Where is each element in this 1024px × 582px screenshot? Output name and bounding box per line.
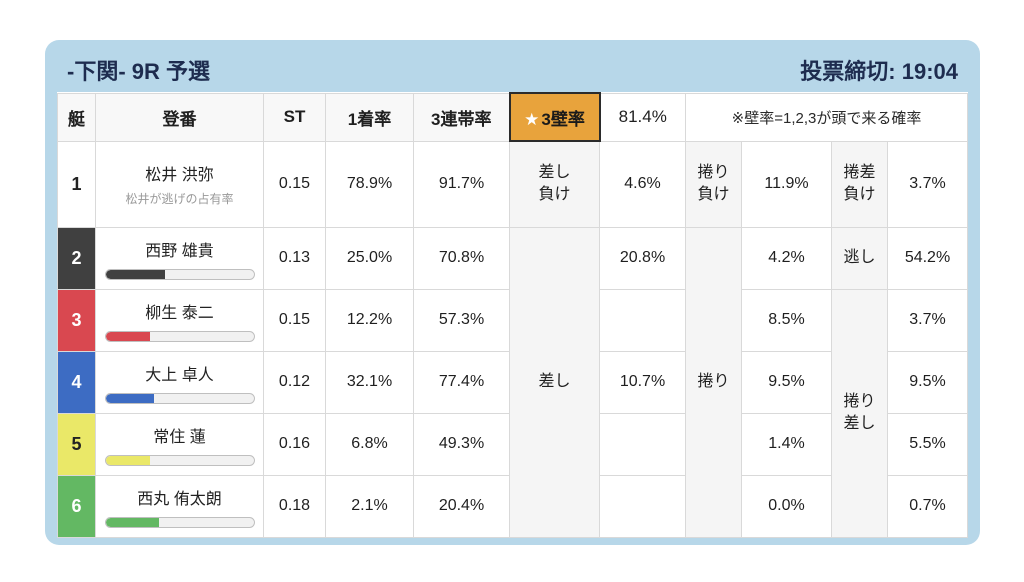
kimarite-value-cell: [599, 288, 686, 352]
st-cell: 0.13: [263, 226, 326, 290]
col-header-st: ST: [263, 92, 326, 142]
title-bar: -下関- 9R 予選 投票締切: 19:04: [57, 48, 968, 92]
kimarite-value-cell: 0.0%: [741, 474, 832, 538]
boat-number: 5: [57, 412, 96, 476]
st-cell: 0.15: [263, 288, 326, 352]
kimarite-label-cell: 捲差 負け: [831, 140, 888, 228]
top3-rate-cell: 20.4%: [413, 474, 510, 538]
st-cell: 0.16: [263, 412, 326, 476]
kimarite-value-cell: 3.7%: [886, 288, 969, 352]
wall-rate-header[interactable]: ★ 3壁率: [508, 92, 601, 142]
kimarite-value-cell: [599, 474, 686, 538]
racer-row: 3 柳生 泰二 0.15 12.2% 57.3% 8.5% 捲り 差し 3.7%: [57, 288, 969, 538]
racer-name: 大上 卓人: [145, 366, 214, 384]
kimarite-value-cell: 4.2%: [741, 226, 832, 290]
racer-row: 2 西野 雄貴 0.13 25.0% 70.8% 差し 20.8% 捲り 4.2…: [57, 226, 969, 538]
occupancy-bar-fill: [105, 269, 165, 279]
kimarite-label-cell: 捲り 負け: [685, 140, 742, 228]
occupancy-bar: [104, 268, 255, 280]
racer-name: 西丸 侑太朗: [137, 490, 222, 508]
top3-rate-cell: 77.4%: [413, 350, 510, 414]
kimarite-value-cell: 10.7%: [599, 350, 686, 414]
win-rate-cell: 2.1%: [325, 474, 414, 538]
kimarite-value-cell: 8.5%: [741, 288, 832, 352]
win-rate-cell: 6.8%: [325, 412, 414, 476]
win-rate-cell: 78.9%: [325, 140, 414, 228]
boat-number: 2: [57, 226, 96, 290]
kimarite-value-cell: 11.9%: [741, 140, 832, 228]
wall-rate-value: 81.4%: [599, 92, 686, 142]
win-rate-cell: 12.2%: [325, 288, 414, 352]
occupancy-bar: [104, 392, 255, 404]
top3-rate-cell: 70.8%: [413, 226, 510, 290]
racer-name: 柳生 泰二: [145, 304, 214, 322]
kimarite-value-cell: 9.5%: [741, 350, 832, 414]
win-rate-cell: 32.1%: [325, 350, 414, 414]
escape-occupancy-label: 松井が逃げの占有率: [125, 192, 234, 206]
racer-row: 6 西丸 侑太朗 0.18 2.1% 20.4% 0.0% 0.7%: [57, 474, 969, 538]
racer-row: 4 大上 卓人 0.12 32.1% 77.4% 10.7% 9.5% 9.5%: [57, 350, 969, 414]
col-header-racer: 登番: [95, 92, 264, 142]
racer-row: 1 松井 洪弥 松井が逃げの占有率 0.15 78.9% 91.7% 差し 負け…: [57, 140, 969, 228]
boat-number: 1: [57, 140, 96, 228]
race-title: -下関- 9R 予選: [67, 59, 211, 84]
wall-rate-table: 艇 登番 ST 1着率 3連帯率 ★ 3壁率 81.4% ※壁率=1,2,3が頭で…: [57, 92, 969, 538]
kimarite-value-cell: 5.5%: [886, 412, 969, 476]
st-cell: 0.18: [263, 474, 326, 538]
kimarite-label-cell: 差し 負け: [509, 140, 600, 228]
racer-name: 松井 洪弥: [145, 167, 214, 184]
racer-name-cell: 大上 卓人: [95, 350, 264, 414]
racer-name-cell: 松井 洪弥 松井が逃げの占有率: [95, 140, 264, 228]
racer-name: 西野 雄貴: [145, 242, 214, 260]
occupancy-bar-fill: [105, 517, 159, 527]
racer-name-cell: 西野 雄貴: [95, 226, 264, 290]
occupancy-bar-fill: [105, 393, 155, 403]
col-header-boat: 艇: [57, 92, 96, 142]
boat-number: 3: [57, 288, 96, 352]
table-header-row: 艇 登番 ST 1着率 3連帯率 ★ 3壁率 81.4% ※壁率=1,2,3が頭で…: [57, 92, 969, 142]
top3-rate-cell: 49.3%: [413, 412, 510, 476]
kimarite-value-cell: 3.7%: [886, 140, 969, 228]
st-cell: 0.12: [263, 350, 326, 414]
kimarite-value-cell: 20.8%: [599, 226, 686, 290]
makuri-label-cell: 捲り: [685, 226, 742, 538]
race-panel: -下関- 9R 予選 投票締切: 19:04 艇 登番 ST 1着率 3連帯率 …: [45, 40, 980, 545]
wall-rate-note: ※壁率=1,2,3が頭で来る確率: [684, 92, 969, 142]
kimarite-value-cell: 0.7%: [886, 474, 969, 538]
col-header-win-rate: 1着率: [325, 92, 414, 142]
racer-name-cell: 常住 蓮: [95, 412, 264, 476]
occupancy-bar: [104, 516, 255, 528]
st-cell: 0.15: [263, 140, 326, 228]
occupancy-bar-fill: [105, 331, 150, 341]
kimarite-value-cell: 4.6%: [599, 140, 686, 228]
racer-row: 5 常住 蓮 0.16 6.8% 49.3% 1.4% 5.5%: [57, 412, 969, 476]
star-icon: ★: [524, 109, 540, 129]
kimarite-value-cell: 54.2%: [886, 226, 969, 290]
boat-number: 4: [57, 350, 96, 414]
occupancy-bar-fill: [105, 455, 150, 465]
racer-name: 常住 蓮: [153, 428, 206, 446]
racer-name-cell: 西丸 侑太朗: [95, 474, 264, 538]
kimarite-value-cell: 9.5%: [886, 350, 969, 414]
wall-rate-label: 3壁率: [541, 109, 585, 129]
occupancy-bar: [104, 454, 255, 466]
kimarite-value-cell: [599, 412, 686, 476]
occupancy-bar: [104, 330, 255, 342]
racer-name-cell: 柳生 泰二: [95, 288, 264, 352]
top3-rate-cell: 57.3%: [413, 288, 510, 352]
win-rate-cell: 25.0%: [325, 226, 414, 290]
boat-number: 6: [57, 474, 96, 538]
kimarite-label-cell: 逃し: [831, 226, 888, 290]
vote-deadline: 投票締切: 19:04: [800, 59, 958, 84]
makuri-sashi-label-cell: 捲り 差し: [831, 288, 888, 538]
col-header-top3-rate: 3連帯率: [413, 92, 510, 142]
top3-rate-cell: 91.7%: [413, 140, 510, 228]
sashi-label-cell: 差し: [509, 226, 600, 538]
kimarite-value-cell: 1.4%: [741, 412, 832, 476]
